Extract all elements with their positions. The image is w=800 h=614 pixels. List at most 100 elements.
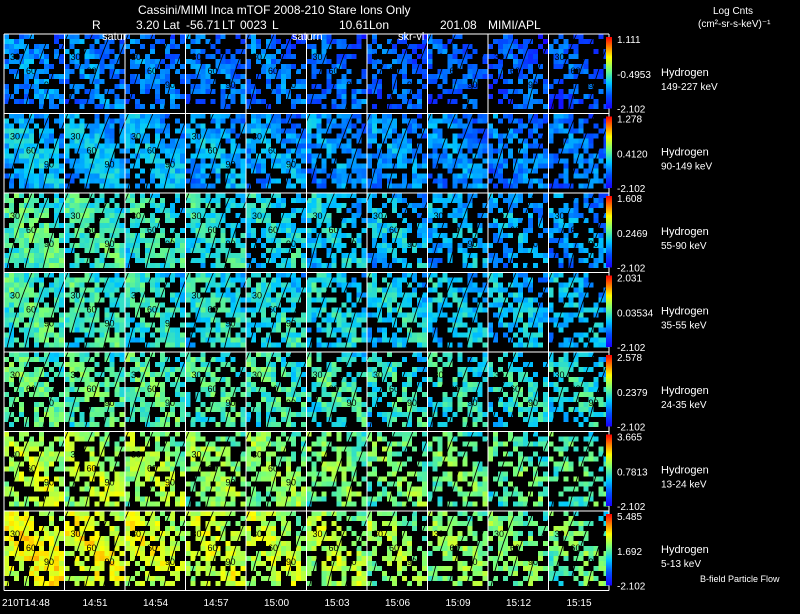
heatmap-cell [578, 39, 584, 44]
heatmap-cell [372, 263, 377, 268]
heatmap-cell [296, 178, 301, 184]
heatmap-cell [185, 322, 191, 328]
heatmap-cell [135, 243, 140, 248]
heatmap-cell [367, 123, 372, 129]
heatmap-cell [437, 243, 443, 248]
heatmap-cell [281, 282, 286, 288]
heatmap-cell [523, 307, 528, 313]
heatmap-cell [563, 183, 569, 189]
heatmap-cell [296, 342, 301, 348]
heatmap-cell [553, 39, 559, 44]
heatmap-cell [412, 173, 417, 179]
heatmap-cell [588, 193, 594, 198]
heatmap-cell [442, 49, 448, 54]
heatmap-cell [180, 158, 185, 164]
heatmap-cell [170, 342, 175, 348]
heatmap-cell [109, 133, 115, 139]
heatmap-cell [361, 128, 367, 134]
heatmap-cell [34, 248, 39, 253]
heatmap-cell [271, 64, 276, 69]
heatmap-cell [573, 342, 579, 348]
heatmap-cell [417, 44, 422, 49]
heatmap-cell [235, 153, 241, 159]
heatmap-cell [488, 203, 493, 208]
heatmap-cell [256, 138, 261, 144]
heatmap-cell [170, 307, 175, 313]
heatmap-cell [498, 99, 503, 104]
heatmap-cell [84, 198, 90, 203]
heatmap-cell [346, 163, 352, 169]
heatmap-cell [422, 342, 427, 348]
heatmap-cell [437, 198, 443, 203]
heatmap-cell [261, 49, 266, 54]
heatmap-cell [99, 287, 105, 293]
heatmap-cell [130, 352, 135, 357]
heatmap-cell [150, 218, 155, 223]
heatmap-cell [578, 248, 584, 253]
heatmap-cell [54, 49, 59, 54]
heatmap-cell [69, 263, 75, 268]
heatmap-cell [44, 69, 49, 74]
heatmap-cell [34, 84, 39, 89]
heatmap-cell [498, 118, 503, 124]
heatmap-cell [367, 198, 372, 203]
heatmap-cell [225, 327, 231, 333]
heatmap-cell [4, 44, 9, 49]
heatmap-cell [34, 54, 39, 59]
heatmap-cell [109, 277, 115, 283]
heatmap-cell [145, 228, 150, 233]
heatmap-cell [392, 317, 397, 323]
heatmap-cell [558, 223, 564, 228]
heatmap-cell [170, 203, 175, 208]
heatmap-cell [457, 163, 463, 169]
heatmap-cell [311, 153, 317, 159]
heatmap-cell [427, 49, 433, 54]
heatmap-cell [402, 128, 407, 134]
heatmap-cell [493, 163, 498, 169]
r-label: R [92, 18, 101, 32]
heatmap-cell [336, 183, 342, 189]
heatmap-cell [235, 133, 241, 139]
heatmap-cell [271, 248, 276, 253]
heatmap-cell [437, 193, 443, 198]
heatmap-cell [442, 74, 448, 79]
heatmap-cell [341, 94, 347, 99]
heatmap-cell [256, 128, 261, 134]
heatmap-cell [210, 243, 216, 248]
heatmap-cell [296, 79, 301, 84]
heatmap-cell [220, 153, 226, 159]
heatmap-cell [543, 258, 548, 263]
heatmap-cell [205, 173, 211, 179]
heatmap-cell [488, 143, 493, 149]
heatmap-cell [351, 312, 357, 318]
heatmap-cell [225, 183, 231, 189]
heatmap-cell [9, 402, 14, 407]
heatmap-cell [140, 412, 145, 417]
heatmap-cell [356, 213, 362, 218]
heatmap-cell [29, 253, 34, 258]
heatmap-cell [225, 258, 231, 263]
heatmap-cell [316, 118, 322, 124]
heatmap-cell [261, 277, 266, 283]
heatmap-cell [165, 218, 170, 223]
heatmap-cell [130, 59, 135, 64]
heatmap-cell [447, 342, 453, 348]
heatmap-cell [336, 178, 342, 184]
heatmap-cell [568, 104, 574, 109]
heatmap-cell [457, 243, 463, 248]
lon-value: 201.08 [440, 18, 477, 32]
heatmap-cell [407, 337, 412, 343]
heatmap-cell [190, 198, 196, 203]
heatmap-cell [382, 213, 387, 218]
heatmap-cell [472, 297, 478, 303]
heatmap-cell [271, 307, 276, 313]
heatmap-cell [150, 387, 155, 392]
heatmap-cell [79, 372, 85, 377]
heatmap-cell [104, 263, 110, 268]
heatmap-cell [538, 322, 543, 328]
heatmap-cell [79, 258, 85, 263]
stare-panel [488, 193, 548, 268]
heatmap-cell [503, 34, 508, 39]
heatmap-cell [326, 69, 332, 74]
heatmap-cell [558, 193, 564, 198]
